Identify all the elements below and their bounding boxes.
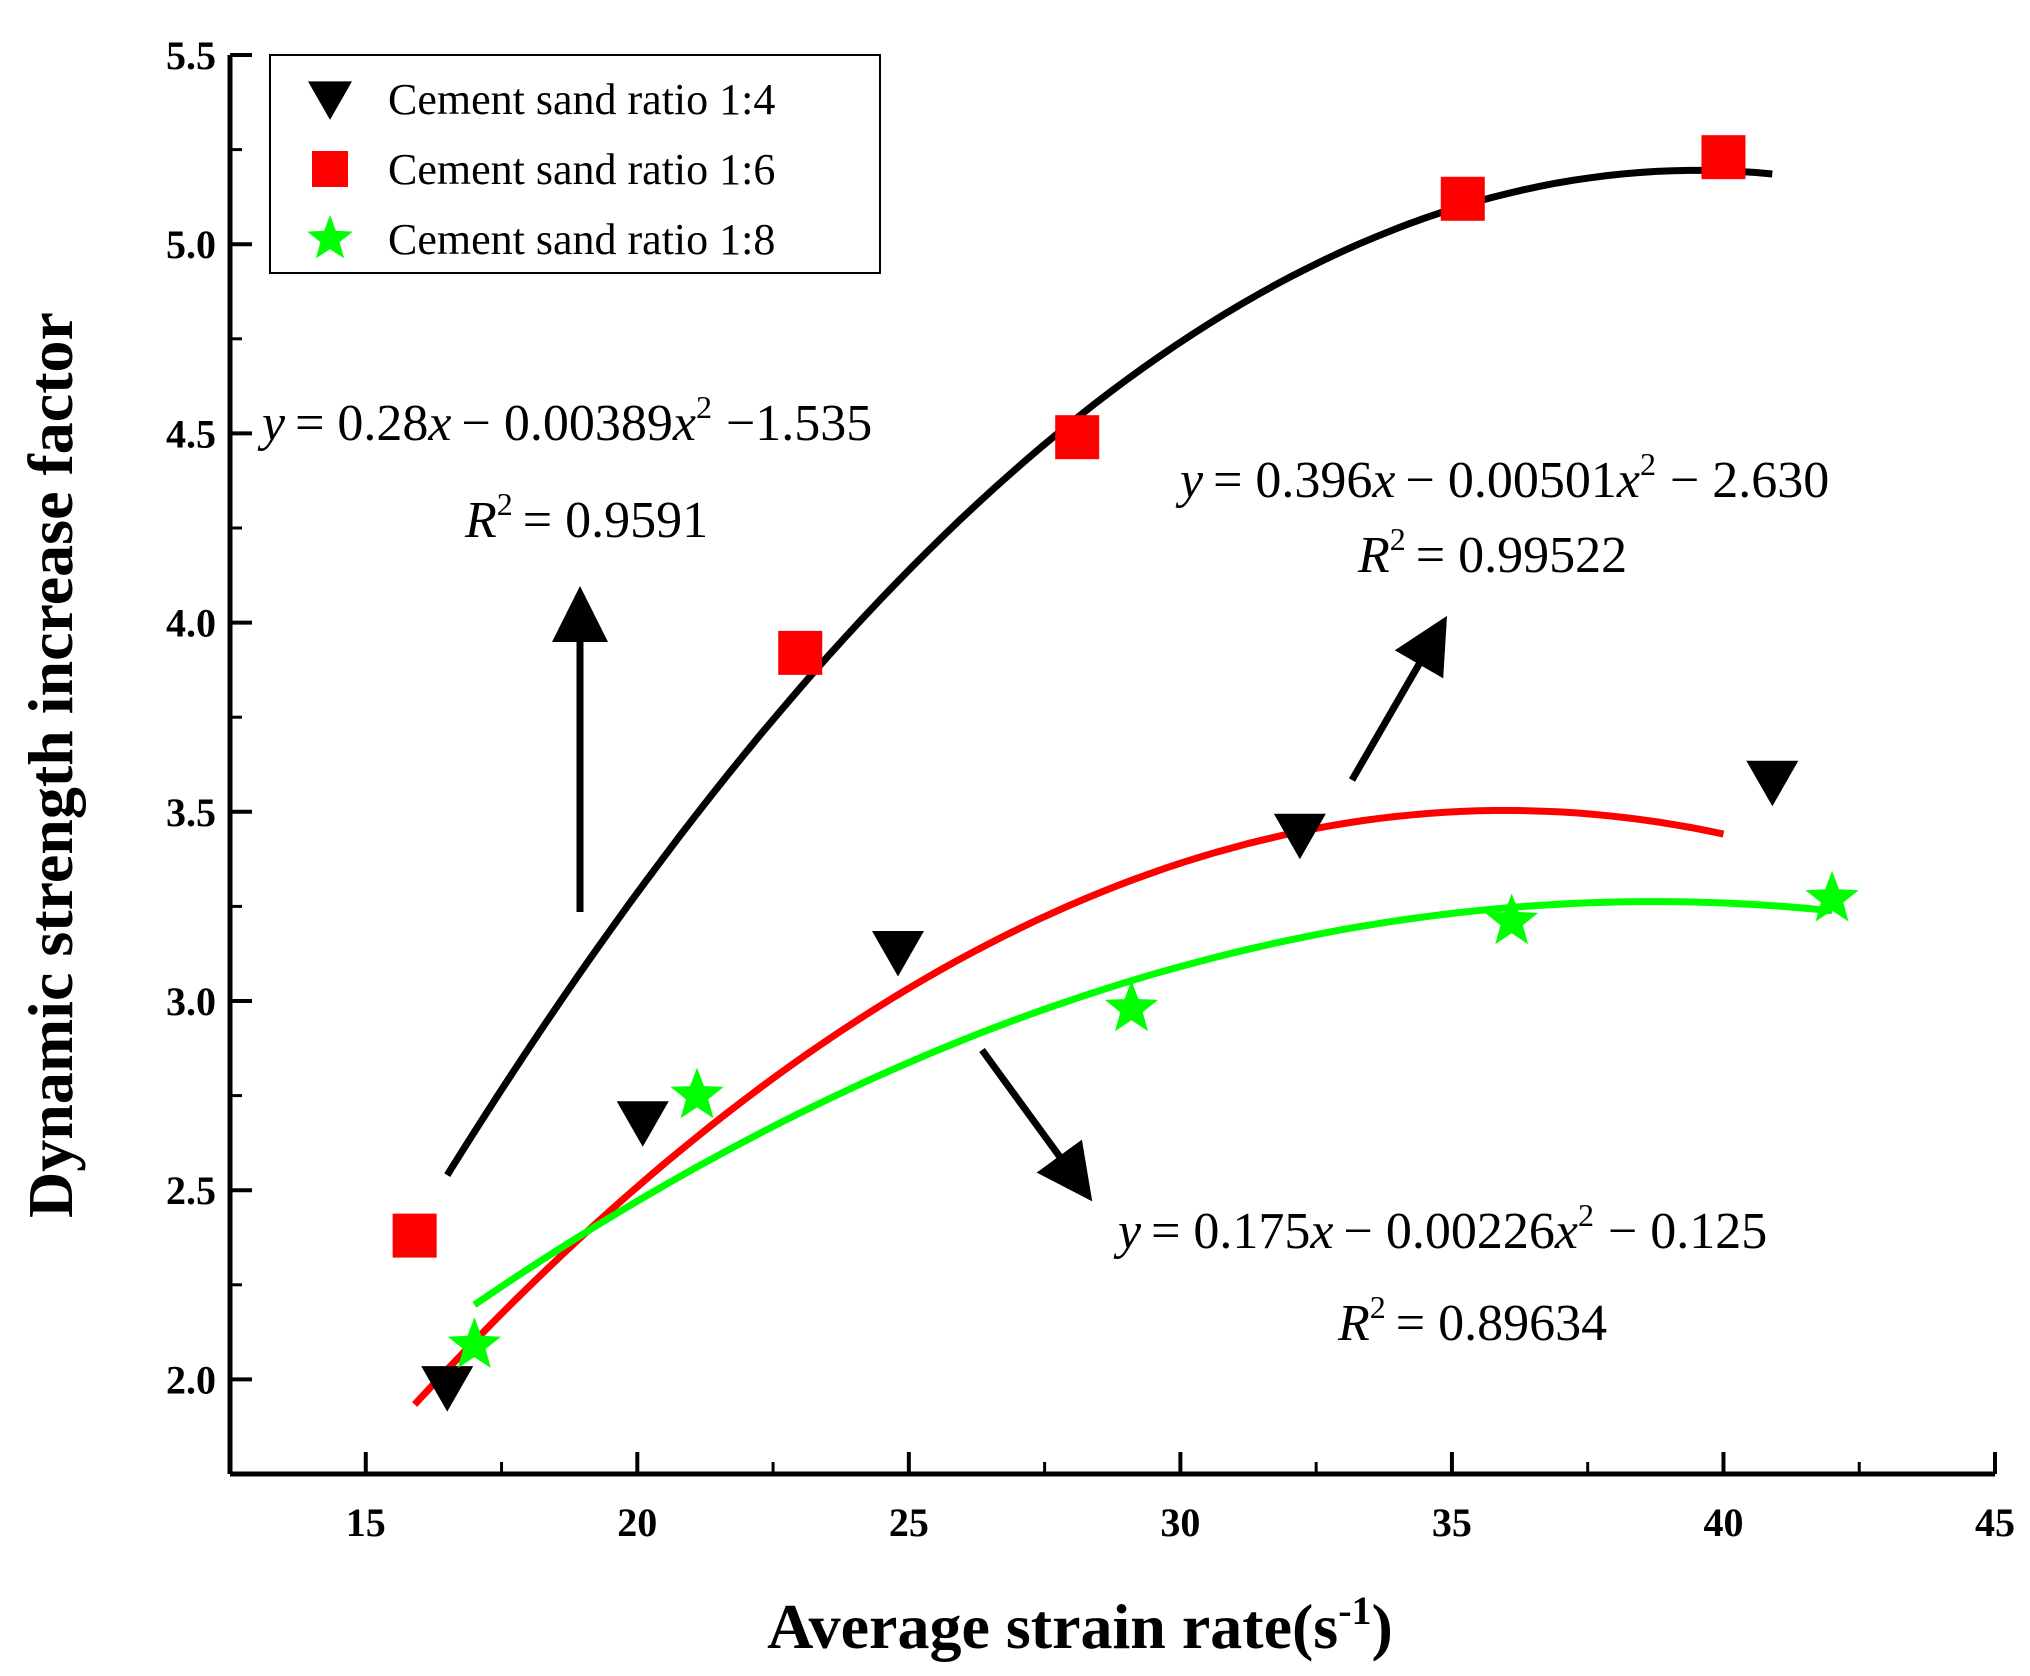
fit-curve-series-1 xyxy=(444,166,1773,1177)
svg-text:y= 0.28x− 0.00389x2−1.535: y = 0.28x − 0.00389x2 −1.535 xyxy=(257,389,872,452)
x-tick-label: 30 xyxy=(1160,1500,1200,1545)
y-axis-label: Dynamic strength increase factor xyxy=(15,312,86,1218)
point-series-3 xyxy=(1485,893,1539,945)
legend-marker-1 xyxy=(308,81,352,120)
svg-text:R2= 0.99522: R2 = 0.99522 xyxy=(1357,521,1627,584)
y-tick-label: 2.0 xyxy=(166,1357,216,1402)
x-tick-label: 25 xyxy=(889,1500,929,1545)
legend-label-1: Cement sand ratio 1:4 xyxy=(388,75,775,124)
point-series-3 xyxy=(670,1067,724,1119)
svg-text:R2= 0.9591: R2 = 0.9591 xyxy=(464,486,708,549)
fit-curve-series-2 xyxy=(412,807,1725,1407)
y-tick-label: 5.5 xyxy=(166,33,216,78)
x-tick-label: 45 xyxy=(1975,1500,2015,1545)
legend-marker-3 xyxy=(307,215,353,259)
x-ticks: 15 20 25 30 35 40 45 xyxy=(346,1452,2015,1545)
point-series-1 xyxy=(421,1366,474,1412)
arrow-ratio-1-8 xyxy=(979,1047,1093,1202)
point-series-3 xyxy=(1104,980,1159,1032)
y-tick-label: 3.5 xyxy=(166,790,216,835)
y-tick-label: 4.5 xyxy=(166,411,216,456)
legend: Cement sand ratio 1:4 Cement sand ratio … xyxy=(269,54,881,274)
svg-text:y= 0.175x− 0.00226x2− 0.125: y = 0.175x − 0.00226x2− 0.125 xyxy=(1113,1197,1767,1260)
x-tick-label: 15 xyxy=(346,1500,386,1545)
fit-curve-series-3 xyxy=(472,898,1833,1308)
point-series-3 xyxy=(447,1317,501,1368)
point-series-1 xyxy=(1746,760,1799,807)
y-tick-label: 3.0 xyxy=(166,979,216,1024)
point-series-1 xyxy=(871,931,924,977)
x-tick-label: 35 xyxy=(1432,1500,1472,1545)
point-series-1 xyxy=(616,1101,669,1147)
data-points xyxy=(392,135,1859,1412)
annotation-ratio-1-4: y = 0.396x − 0.00501x2− 2.630 R2 = 0.99522 xyxy=(1175,446,1829,782)
legend-box xyxy=(269,54,881,274)
fit-curves xyxy=(412,166,1833,1407)
x-tick-label: 40 xyxy=(1703,1500,1743,1545)
x-axis-label: Average strain rate(s-1) xyxy=(767,1588,1393,1662)
y-tick-label: 4.0 xyxy=(166,601,216,646)
y-tick-label: 2.5 xyxy=(166,1168,216,1213)
point-series-2 xyxy=(778,630,823,675)
point-series-1 xyxy=(1273,813,1326,860)
legend-label-3: Cement sand ratio 1:8 xyxy=(388,215,775,264)
y-tick-label: 5.0 xyxy=(166,222,216,267)
y-ticks: 2.0 2.5 3.0 3.5 4.0 4.5 5.0 5.5 xyxy=(166,33,252,1402)
point-series-2 xyxy=(1701,135,1746,180)
point-series-2 xyxy=(392,1213,437,1258)
point-series-2 xyxy=(1055,415,1100,460)
x-tick-label: 20 xyxy=(617,1500,657,1545)
legend-label-2: Cement sand ratio 1:6 xyxy=(388,145,775,194)
point-series-2 xyxy=(1440,176,1485,221)
arrow-ratio-1-4 xyxy=(1348,615,1448,782)
legend-marker-2 xyxy=(312,151,348,187)
svg-text:R2= 0.89634: R2 = 0.89634 xyxy=(1337,1289,1607,1352)
annotation-ratio-1-8: y = 0.175x − 0.00226x2− 0.125 R2 = 0.89634 xyxy=(979,1047,1767,1352)
point-series-3 xyxy=(1805,870,1859,922)
annotation-ratio-1-6: y = 0.28x − 0.00389x2 −1.535 R2 = 0.9591 xyxy=(257,389,872,912)
svg-text:y= 0.396x− 0.00501x2− 2.630: y = 0.396x − 0.00501x2− 2.630 xyxy=(1175,446,1829,509)
